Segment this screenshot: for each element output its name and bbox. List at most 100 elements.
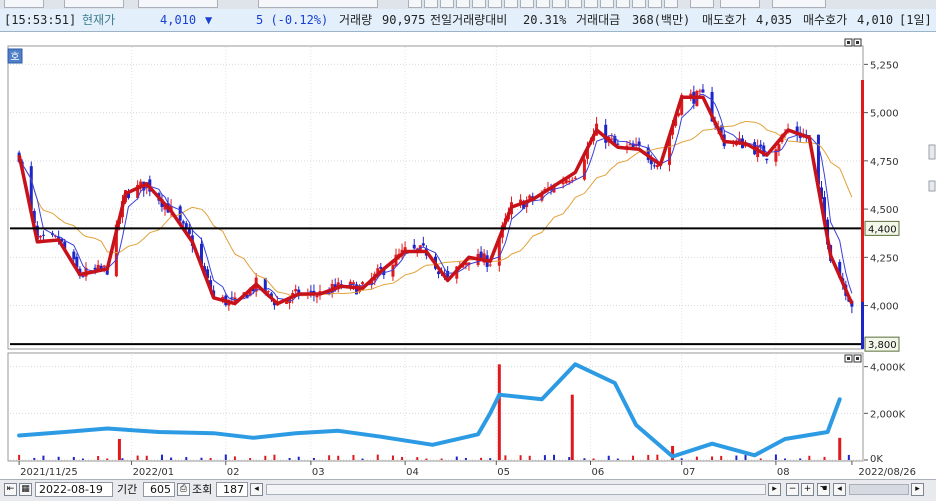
date-tick-label: 02 <box>227 467 240 478</box>
query-value: 187 <box>223 483 244 496</box>
candle-body <box>561 182 565 185</box>
volume-bar <box>106 458 109 460</box>
volume-bar <box>233 456 236 460</box>
candle-body <box>816 134 820 185</box>
zoom-slider[interactable] <box>849 484 909 495</box>
volume-bar <box>784 458 787 460</box>
calendar-icon[interactable]: ▦ <box>19 483 32 496</box>
toolbar-icon[interactable] <box>408 0 422 8</box>
panel-badge-text: 호 <box>10 51 19 63</box>
candle-body <box>850 300 854 307</box>
toolbar-button[interactable] <box>720 0 760 8</box>
prev-icon[interactable]: ⇤ <box>4 483 17 496</box>
toolbar-icon[interactable] <box>472 0 486 8</box>
date-tick-label: 08 <box>777 467 790 478</box>
toolbar-button[interactable] <box>4 0 44 8</box>
candle-body <box>136 184 140 199</box>
bid-price: 4,010 <box>857 13 894 27</box>
zoom-in-icon[interactable]: + <box>801 483 814 496</box>
code-field[interactable] <box>138 0 218 8</box>
date-axis: 2021/11/25 2022/01 02 03 04 05 06 07 08 2022/08/2… <box>18 461 916 478</box>
volume-spike-bar <box>117 439 121 460</box>
volume-bar <box>480 457 483 460</box>
move-right-icon[interactable]: ▸ <box>911 483 924 496</box>
volume-bar <box>312 457 315 460</box>
toolbar-icon[interactable] <box>520 0 534 8</box>
candle-body <box>421 243 425 246</box>
volume-bar <box>401 456 404 460</box>
volume-bar <box>711 456 714 460</box>
candle-body <box>38 235 42 238</box>
volume-bar <box>607 455 610 460</box>
date-tick-label: 2022/01 <box>133 467 175 478</box>
zoom-out-icon[interactable]: − <box>786 483 799 496</box>
toolbar-icon[interactable] <box>488 0 502 8</box>
candle-body <box>81 275 85 277</box>
candle-body <box>628 143 632 145</box>
volume-bar <box>774 454 777 460</box>
candle-body <box>719 125 723 134</box>
query-icon[interactable]: ⎙ <box>177 483 190 496</box>
toolbar-icon[interactable] <box>616 0 630 8</box>
volume-bar <box>425 458 428 460</box>
moving-average-main <box>17 95 854 306</box>
period-field[interactable]: 605 <box>143 482 175 497</box>
candle-body <box>127 192 131 198</box>
volume-bar <box>543 455 546 460</box>
toolbar-icon[interactable] <box>424 0 438 8</box>
toolbar-icon[interactable] <box>632 0 646 8</box>
stock-name-field[interactable] <box>258 0 378 8</box>
candle-body <box>528 195 532 199</box>
date-field[interactable]: 2022-08-19 <box>35 482 113 497</box>
volume-panel-window-icons[interactable] <box>844 354 862 363</box>
candle-body <box>652 165 656 167</box>
candle-body <box>488 264 492 266</box>
query-field[interactable]: 187 <box>216 482 248 497</box>
candle-body <box>838 262 842 278</box>
chart-unit: [1일] <box>899 13 932 27</box>
current-price: 4,010 <box>160 13 197 27</box>
candle-body <box>169 205 173 211</box>
hand-icon[interactable]: ☚ <box>817 483 830 496</box>
toolbar-button[interactable] <box>772 0 826 8</box>
side-scroll-handle[interactable] <box>928 144 936 192</box>
toolbar-icon[interactable] <box>536 0 550 8</box>
volume-bar <box>464 457 467 460</box>
candle-body <box>604 124 608 143</box>
volume-bar <box>72 456 75 460</box>
candle-body <box>701 89 705 93</box>
toolbar-icon[interactable] <box>440 0 454 8</box>
current-price-label: 현재가 <box>82 13 116 27</box>
candle-body <box>698 90 702 92</box>
volume-bar <box>33 457 36 460</box>
horizontal-scrollbar[interactable] <box>266 484 766 495</box>
level-label-box <box>864 336 900 352</box>
toolbar-button[interactable] <box>64 0 124 8</box>
price-panel-window-icons[interactable] <box>844 38 862 47</box>
panel-badge[interactable] <box>7 48 23 64</box>
candle-body <box>75 256 79 268</box>
date-tick-label: 03 <box>312 467 325 478</box>
move-left-icon[interactable]: ◂ <box>833 483 846 496</box>
toolbar-icon[interactable] <box>664 0 678 8</box>
candle-body <box>567 180 571 183</box>
candle-body <box>616 143 620 145</box>
toolbar-icon[interactable] <box>568 0 582 8</box>
candle-body <box>689 93 693 97</box>
scroll-left-icon[interactable]: ◂ <box>250 483 263 496</box>
toolbar-button[interactable] <box>690 0 714 8</box>
toolbar-icon[interactable] <box>600 0 614 8</box>
scroll-right-icon[interactable]: ▸ <box>768 483 781 496</box>
toolbar-icon[interactable] <box>552 0 566 8</box>
candle-body <box>309 290 313 292</box>
candle-body <box>570 179 574 181</box>
down-arrow-icon: ▼ <box>205 13 213 27</box>
volume-bar <box>376 454 379 460</box>
level-label: 4,400 <box>868 224 897 235</box>
toolbar-icon[interactable] <box>584 0 598 8</box>
candle-body <box>163 204 167 210</box>
toolbar-icon[interactable] <box>648 0 662 8</box>
candle-body <box>206 269 210 279</box>
toolbar-icon[interactable] <box>504 0 518 8</box>
toolbar-icon[interactable] <box>456 0 470 8</box>
